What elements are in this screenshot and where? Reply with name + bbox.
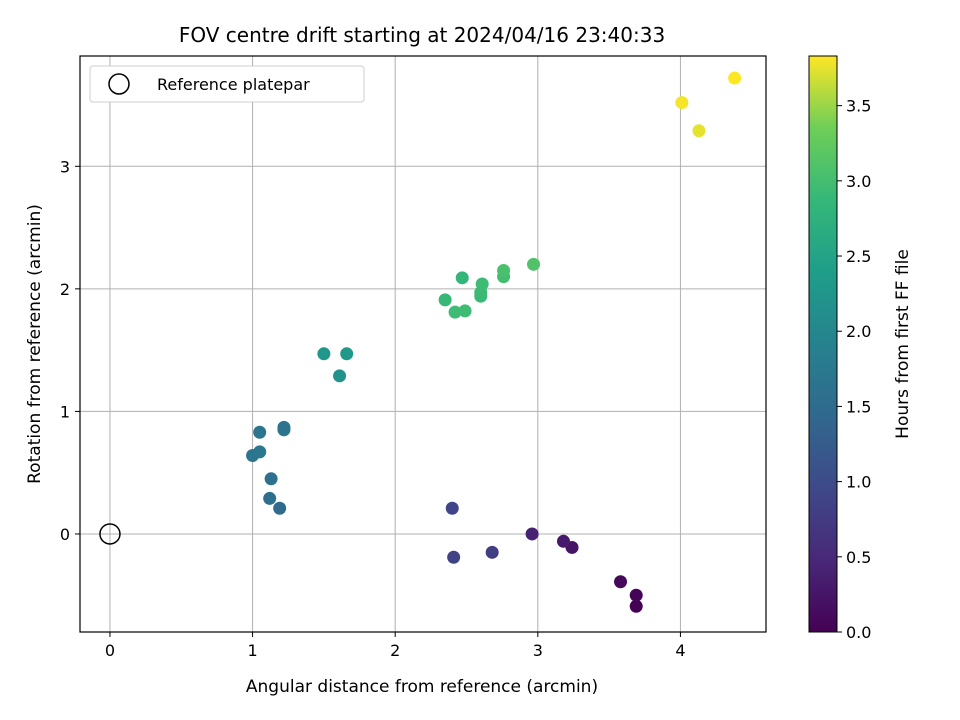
data-point [629, 588, 643, 602]
legend-label: Reference platepar [157, 75, 310, 94]
data-point [333, 369, 347, 383]
data-point [455, 271, 469, 285]
data-point [253, 445, 267, 459]
y-tick-label: 0 [60, 525, 70, 544]
data-point [458, 304, 472, 318]
y-axis-label: Rotation from reference (arcmin) [25, 204, 45, 484]
legend: Reference platepar [89, 65, 365, 103]
data-point [253, 425, 267, 439]
data-point [728, 71, 742, 85]
data-point [264, 472, 278, 486]
data-point [438, 293, 452, 307]
colorbar [808, 55, 838, 633]
data-point [277, 420, 291, 434]
colorbar-tick-label: 3.5 [846, 97, 871, 116]
data-point [317, 347, 331, 361]
colorbar-label: Hours from first FF file [893, 249, 913, 439]
data-point [340, 347, 354, 361]
data-point [629, 599, 643, 613]
x-axis-ticks: 0 1 2 3 4 [105, 632, 686, 660]
x-tick-label: 0 [105, 641, 115, 660]
colorbar-ticks: 0.0 0.5 1.0 1.5 2.0 2.5 3.0 3.5 [837, 97, 871, 642]
colorbar-tick-label: 0.0 [846, 623, 871, 642]
x-tick-label: 1 [247, 641, 257, 660]
colorbar-tick-label: 1.0 [846, 473, 871, 492]
colorbar-tick-label: 2.5 [846, 247, 871, 266]
colorbar-tick-label: 3.0 [846, 172, 871, 191]
data-point [475, 277, 489, 291]
y-tick-label: 3 [60, 157, 70, 176]
y-axis-ticks: 0 1 2 3 [60, 157, 80, 544]
x-tick-label: 3 [533, 641, 543, 660]
grid-lines [80, 56, 766, 632]
data-point [447, 550, 461, 564]
data-point [527, 257, 541, 271]
y-tick-label: 1 [60, 402, 70, 421]
data-point [525, 527, 539, 541]
colorbar-tick-label: 2.0 [846, 322, 871, 341]
data-point [263, 491, 277, 505]
data-point [675, 96, 689, 110]
chart-title: FOV centre drift starting at 2024/04/16 … [179, 23, 665, 47]
data-point [448, 305, 462, 319]
data-point [614, 575, 628, 589]
colorbar-tick-label: 1.5 [846, 397, 871, 416]
data-points [246, 71, 742, 613]
x-axis-label: Angular distance from reference (arcmin) [246, 677, 598, 697]
reference-platepar-marker [99, 523, 121, 545]
colorbar-tick-label: 0.5 [846, 548, 871, 567]
data-point [445, 501, 459, 515]
data-point [497, 263, 511, 277]
y-tick-label: 2 [60, 280, 70, 299]
data-point [273, 501, 287, 515]
x-tick-label: 2 [390, 641, 400, 660]
x-tick-label: 4 [675, 641, 685, 660]
data-point [692, 124, 706, 138]
data-point [556, 534, 570, 548]
legend-marker [108, 73, 130, 95]
plot-frame [79, 55, 767, 633]
data-point [485, 545, 499, 559]
legend-box [89, 65, 365, 103]
